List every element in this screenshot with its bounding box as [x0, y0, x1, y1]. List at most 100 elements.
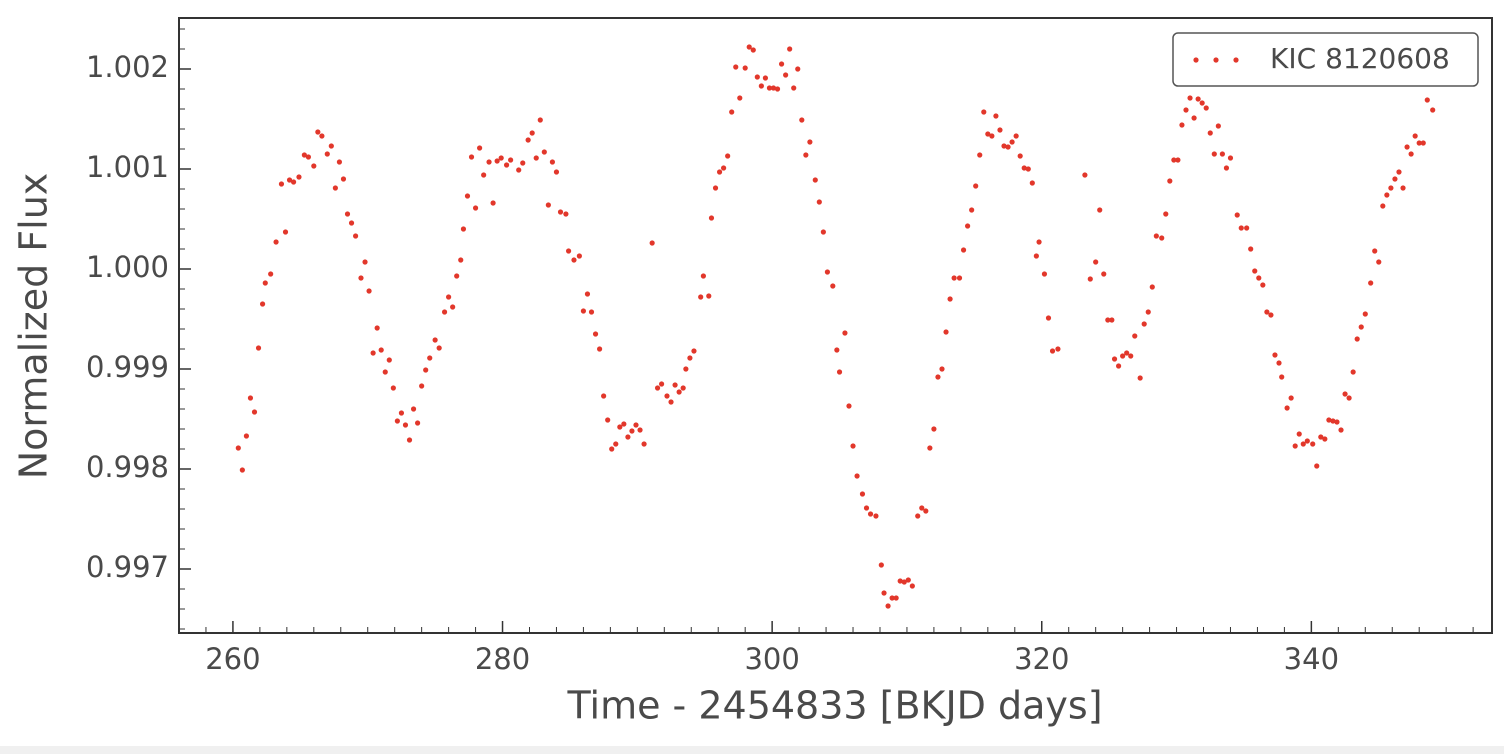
- data-point: [1105, 317, 1111, 323]
- data-point: [580, 308, 587, 314]
- data-point: [282, 229, 289, 235]
- data-point: [460, 226, 467, 232]
- data-point: [742, 65, 748, 71]
- data-point: [633, 422, 639, 428]
- data-point: [1404, 144, 1410, 150]
- legend-label: KIC 8120608: [1270, 42, 1450, 75]
- data-point: [1346, 395, 1352, 401]
- data-point: [1141, 321, 1147, 327]
- data-point: [1033, 253, 1039, 259]
- data-point: [1314, 463, 1320, 469]
- data-point: [993, 113, 999, 119]
- data-point: [1400, 185, 1406, 191]
- data-point: [402, 422, 409, 428]
- data-point: [441, 309, 448, 315]
- legend-marker: [1213, 57, 1219, 63]
- data-point: [1358, 324, 1364, 330]
- data-point: [464, 193, 471, 199]
- data-point: [1171, 157, 1177, 163]
- data-point: [486, 159, 492, 165]
- data-point: [415, 420, 421, 426]
- data-point: [557, 209, 564, 215]
- data-point: [390, 385, 396, 391]
- data-point: [563, 211, 569, 217]
- data-point: [873, 513, 879, 519]
- data-point: [1272, 352, 1278, 358]
- data-point: [1322, 436, 1328, 442]
- data-point: [541, 149, 547, 155]
- data-point: [617, 424, 623, 430]
- data-point: [766, 85, 773, 91]
- data-point: [1260, 282, 1266, 288]
- data-point: [1029, 180, 1035, 186]
- plot-frame: [178, 17, 1493, 634]
- data-point: [1334, 419, 1340, 425]
- data-point: [588, 309, 595, 315]
- data-point: [394, 418, 400, 424]
- data-point: [842, 330, 848, 336]
- data-point: [251, 409, 258, 415]
- data-point: [516, 167, 522, 173]
- data-point: [1195, 96, 1201, 102]
- data-point: [427, 355, 433, 361]
- data-point: [311, 163, 317, 169]
- data-point: [432, 337, 438, 343]
- data-point: [1013, 133, 1019, 139]
- data-point: [498, 155, 504, 161]
- data-point: [549, 159, 556, 165]
- data-point: [592, 331, 599, 337]
- data-point: [915, 513, 921, 519]
- data-point: [621, 421, 627, 427]
- data-point: [472, 205, 479, 211]
- data-point: [637, 427, 643, 433]
- y-tick-label: 0.997: [86, 550, 169, 584]
- data-point: [923, 508, 929, 514]
- data-point: [243, 433, 250, 439]
- data-point: [762, 75, 769, 81]
- y-tick-label: 0.999: [86, 350, 169, 384]
- data-point: [1279, 374, 1285, 380]
- data-point: [362, 259, 368, 265]
- data-point: [807, 139, 813, 145]
- data-point: [1420, 140, 1426, 146]
- data-point: [683, 366, 689, 372]
- data-point: [795, 66, 801, 72]
- data-point: [1199, 100, 1205, 106]
- data-point: [1025, 166, 1031, 172]
- data-point: [812, 177, 818, 183]
- data-point: [613, 441, 619, 447]
- data-point: [1036, 239, 1042, 245]
- data-point: [374, 325, 380, 331]
- x-tick-label: 340: [1284, 642, 1339, 676]
- data-point: [889, 595, 895, 601]
- data-point: [676, 389, 682, 395]
- data-point: [436, 345, 442, 351]
- data-point: [834, 347, 840, 353]
- data-point: [1318, 434, 1324, 440]
- data-point: [596, 346, 603, 352]
- data-point: [458, 257, 464, 263]
- data-point: [672, 382, 678, 388]
- data-point: [1021, 165, 1027, 171]
- data-point: [348, 220, 355, 226]
- data-point: [296, 174, 302, 180]
- data-point: [1087, 276, 1093, 282]
- data-point: [1424, 97, 1430, 103]
- data-point: [725, 153, 731, 159]
- data-point: [477, 145, 483, 151]
- data-point: [529, 130, 535, 136]
- data-point: [1330, 418, 1336, 424]
- data-point: [315, 129, 321, 135]
- data-point: [625, 434, 631, 440]
- data-point: [770, 85, 777, 91]
- data-point: [336, 159, 343, 165]
- data-point: [1227, 155, 1234, 161]
- data-point: [454, 273, 460, 279]
- data-point: [446, 294, 452, 300]
- data-point: [1137, 375, 1143, 381]
- data-point: [927, 445, 933, 451]
- data-point: [1219, 151, 1225, 157]
- data-point: [758, 83, 764, 89]
